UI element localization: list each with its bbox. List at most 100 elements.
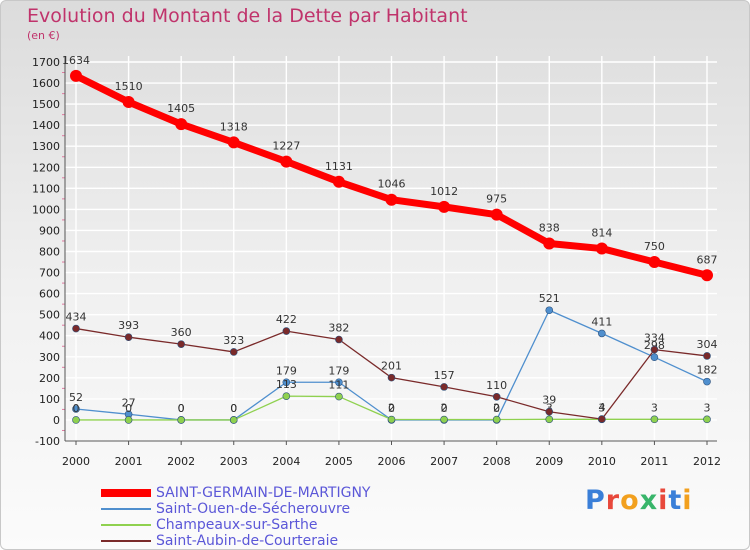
data-label-3: 323 [223, 334, 244, 347]
data-label-2: 0 [230, 402, 237, 415]
data-label-1: 52 [69, 391, 83, 404]
x-tick-label: 2000 [62, 455, 90, 468]
legend-swatch [101, 508, 151, 510]
series-point-2 [650, 415, 659, 424]
data-label-1: 179 [276, 364, 297, 377]
series-point-2 [72, 416, 80, 424]
data-label-3: 304 [697, 338, 718, 351]
data-label-0: 1510 [115, 80, 143, 93]
series-point-3 [650, 345, 659, 354]
series-point-0 [227, 136, 240, 149]
legend-label: Saint-Ouen-de-Sécherouvre [156, 501, 351, 517]
series-point-3 [229, 348, 238, 356]
y-tick-label: 1200 [32, 161, 60, 174]
logo-letter: o [620, 485, 640, 516]
legend-item: Champeaux-sur-Sarthe [101, 517, 370, 533]
x-tick-label: 2002 [167, 455, 195, 468]
legend-item: SAINT-GERMAIN-DE-MARTIGNY [101, 485, 370, 501]
series-point-1 [72, 405, 80, 413]
series-point-3 [598, 415, 606, 423]
data-label-0: 838 [539, 221, 560, 234]
y-tick-label: 1300 [32, 140, 60, 153]
y-tick-label: 1400 [32, 119, 60, 132]
y-tick-label: 700 [39, 267, 60, 280]
x-tick-label: 2009 [535, 455, 563, 468]
series-point-2 [229, 416, 238, 424]
x-tick-label: 2001 [115, 455, 143, 468]
legend-swatch [101, 540, 151, 542]
y-tick-label: 0 [53, 414, 60, 427]
series-point-2 [282, 392, 291, 400]
data-label-3: 434 [66, 311, 87, 324]
data-label-1: 0 [388, 402, 395, 415]
series-point-3 [72, 324, 80, 333]
x-tick-label: 2005 [325, 455, 353, 468]
y-tick-label: 200 [39, 372, 60, 385]
series-point-3 [124, 333, 133, 341]
series-point-3 [335, 335, 343, 344]
data-label-2: 111 [328, 379, 349, 392]
y-tick-label: 1700 [32, 56, 60, 69]
data-label-1: 27 [122, 396, 136, 409]
data-label-3: 39 [542, 394, 556, 407]
data-label-2: 2 [388, 402, 395, 415]
data-label-0: 1318 [220, 120, 248, 133]
data-label-2: 2 [493, 402, 500, 415]
series-point-2 [440, 415, 448, 424]
x-tick-label: 2011 [640, 455, 668, 468]
data-label-1: 0 [493, 402, 500, 415]
data-label-2: 3 [704, 401, 711, 414]
y-tick-label: 1000 [32, 203, 60, 216]
data-label-0: 750 [644, 240, 665, 253]
legend-swatch [101, 524, 151, 526]
series-point-0 [595, 242, 608, 255]
y-tick-label: 600 [39, 288, 60, 301]
y-tick-label: 1500 [32, 98, 60, 111]
logo-letter: P [585, 485, 606, 516]
data-label-1: 179 [328, 364, 349, 377]
y-tick-label: 300 [39, 351, 60, 364]
data-label-1: 0 [178, 402, 185, 415]
data-label-3: 360 [171, 326, 192, 339]
chart-title: Evolution du Montant de la Dette par Hab… [27, 5, 468, 27]
data-label-0: 1131 [325, 160, 353, 173]
y-tick-label: 400 [39, 330, 60, 343]
x-tick-label: 2010 [588, 455, 616, 468]
x-tick-label: 2007 [430, 455, 458, 468]
series-point-0 [385, 193, 398, 206]
data-label-2: 0 [73, 402, 80, 415]
data-label-0: 1634 [62, 54, 90, 67]
series-point-2 [124, 416, 133, 424]
y-tick-label: 1600 [32, 77, 60, 90]
logo-letter: t [668, 485, 683, 516]
series-point-1 [282, 378, 291, 387]
y-tick-label: 1100 [32, 182, 60, 195]
data-label-3: 4 [598, 401, 605, 414]
series-point-0 [122, 96, 135, 109]
logo-letter: x [639, 485, 659, 516]
data-label-1: 521 [539, 292, 560, 305]
legend-label: Champeaux-sur-Sarthe [156, 517, 318, 533]
data-label-0: 1405 [167, 102, 195, 115]
series-point-3 [177, 340, 185, 348]
logo-letter: i [658, 485, 669, 516]
series-point-2 [492, 415, 501, 424]
legend-label: SAINT-GERMAIN-DE-MARTIGNY [156, 485, 371, 501]
series-point-3 [492, 392, 501, 401]
logo-letter: i [682, 485, 693, 516]
series-point-0 [648, 256, 661, 269]
legend-label: Saint-Aubin-de-Courteraie [156, 533, 339, 549]
legend-swatch [101, 489, 151, 497]
series-point-2 [335, 392, 343, 401]
data-label-1: 411 [591, 315, 612, 328]
data-label-0: 1227 [272, 140, 300, 153]
data-label-2: 0 [178, 402, 185, 415]
series-point-2 [177, 416, 185, 424]
data-label-3: 334 [644, 332, 665, 345]
series-point-1 [335, 378, 343, 387]
series-point-3 [282, 327, 291, 335]
data-label-3: 382 [328, 322, 349, 335]
series-point-3 [440, 383, 448, 391]
series-point-0 [70, 69, 82, 82]
